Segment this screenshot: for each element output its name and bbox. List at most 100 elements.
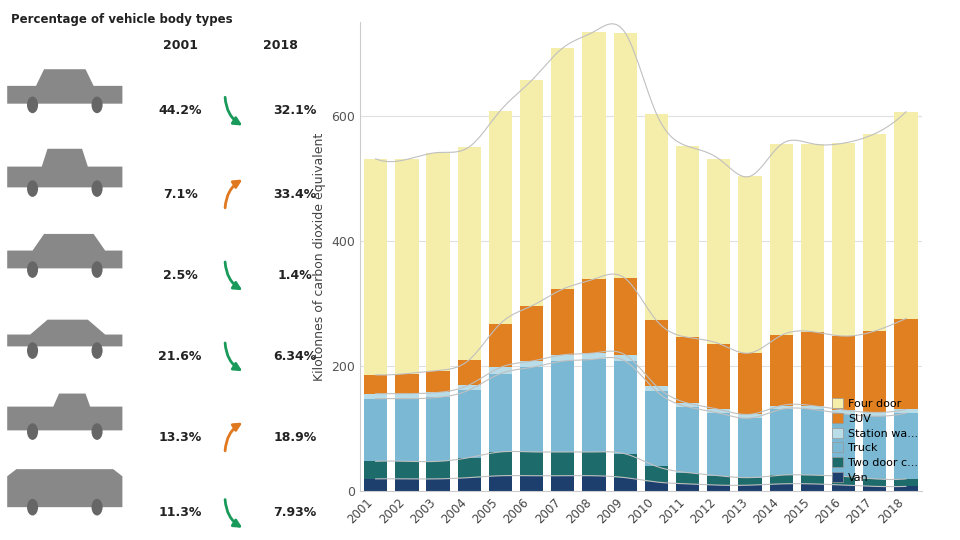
Bar: [895, 413, 918, 479]
Text: 21.6%: 21.6%: [158, 350, 202, 363]
Circle shape: [27, 180, 38, 197]
Bar: [770, 406, 793, 409]
Polygon shape: [7, 234, 123, 268]
Bar: [863, 479, 886, 487]
Bar: [426, 393, 449, 397]
Text: 1.4%: 1.4%: [277, 269, 313, 282]
Bar: [613, 454, 636, 477]
Bar: [583, 32, 606, 279]
Bar: [676, 338, 699, 403]
Bar: [364, 461, 387, 479]
Bar: [364, 479, 387, 491]
Text: 13.3%: 13.3%: [158, 431, 202, 444]
Circle shape: [91, 423, 103, 440]
Bar: [770, 484, 793, 491]
Bar: [738, 177, 761, 353]
Bar: [583, 476, 606, 491]
Bar: [426, 152, 449, 370]
Bar: [676, 484, 699, 491]
Bar: [426, 397, 449, 461]
Bar: [645, 391, 668, 467]
Bar: [708, 476, 731, 485]
Polygon shape: [7, 394, 123, 430]
Bar: [708, 485, 731, 491]
Bar: [770, 475, 793, 484]
Bar: [738, 477, 761, 485]
Bar: [551, 48, 574, 289]
Bar: [551, 289, 574, 355]
Bar: [583, 452, 606, 476]
Bar: [489, 323, 512, 367]
Bar: [832, 336, 855, 410]
Y-axis label: Kilotonnes of carbon dioxide equivalent: Kilotonnes of carbon dioxide equivalent: [313, 132, 325, 381]
Bar: [708, 159, 731, 343]
Bar: [396, 374, 419, 394]
Bar: [801, 409, 824, 475]
Bar: [364, 399, 387, 461]
Polygon shape: [7, 469, 123, 507]
Bar: [895, 479, 918, 487]
Bar: [458, 477, 481, 491]
Circle shape: [27, 423, 38, 440]
Bar: [801, 475, 824, 484]
Bar: [863, 416, 886, 479]
Bar: [895, 112, 918, 319]
Bar: [863, 331, 886, 413]
Bar: [458, 360, 481, 385]
Bar: [489, 476, 512, 491]
Bar: [396, 394, 419, 399]
Bar: [738, 353, 761, 414]
Circle shape: [27, 499, 38, 516]
Bar: [613, 33, 636, 279]
Bar: [520, 367, 543, 452]
Circle shape: [91, 261, 103, 278]
Circle shape: [27, 97, 38, 113]
Bar: [708, 413, 731, 476]
Bar: [676, 472, 699, 484]
Bar: [801, 332, 824, 406]
Bar: [396, 461, 419, 479]
Text: 2.5%: 2.5%: [162, 269, 198, 282]
Bar: [738, 485, 761, 491]
Bar: [426, 461, 449, 479]
Text: 18.9%: 18.9%: [274, 431, 317, 444]
Bar: [770, 335, 793, 406]
Bar: [583, 359, 606, 452]
Bar: [551, 355, 574, 361]
Bar: [583, 279, 606, 353]
Bar: [832, 476, 855, 485]
Bar: [645, 482, 668, 491]
Bar: [738, 414, 761, 418]
Bar: [458, 457, 481, 477]
Bar: [863, 413, 886, 416]
Text: 6.34%: 6.34%: [274, 350, 317, 363]
Bar: [458, 390, 481, 457]
Bar: [396, 399, 419, 461]
Bar: [458, 385, 481, 390]
Bar: [520, 452, 543, 476]
Bar: [426, 479, 449, 491]
Bar: [738, 418, 761, 477]
Circle shape: [91, 97, 103, 113]
Bar: [396, 159, 419, 374]
Bar: [863, 487, 886, 491]
Polygon shape: [7, 69, 123, 104]
Text: 33.4%: 33.4%: [274, 188, 317, 201]
Text: 7.1%: 7.1%: [162, 188, 198, 201]
Bar: [520, 306, 543, 361]
Bar: [613, 361, 636, 454]
Polygon shape: [7, 320, 123, 347]
Circle shape: [91, 499, 103, 516]
Bar: [520, 80, 543, 306]
Bar: [676, 407, 699, 472]
Bar: [708, 409, 731, 413]
Legend: Four door, SUV, Station wa..., Truck, Two door c..., Van: Four door, SUV, Station wa..., Truck, Tw…: [828, 395, 922, 486]
Bar: [613, 279, 636, 355]
Circle shape: [27, 261, 38, 278]
Bar: [801, 406, 824, 409]
Bar: [708, 343, 731, 409]
Text: 44.2%: 44.2%: [158, 104, 202, 117]
Text: 2001: 2001: [162, 39, 198, 52]
Bar: [426, 370, 449, 393]
Bar: [583, 353, 606, 359]
